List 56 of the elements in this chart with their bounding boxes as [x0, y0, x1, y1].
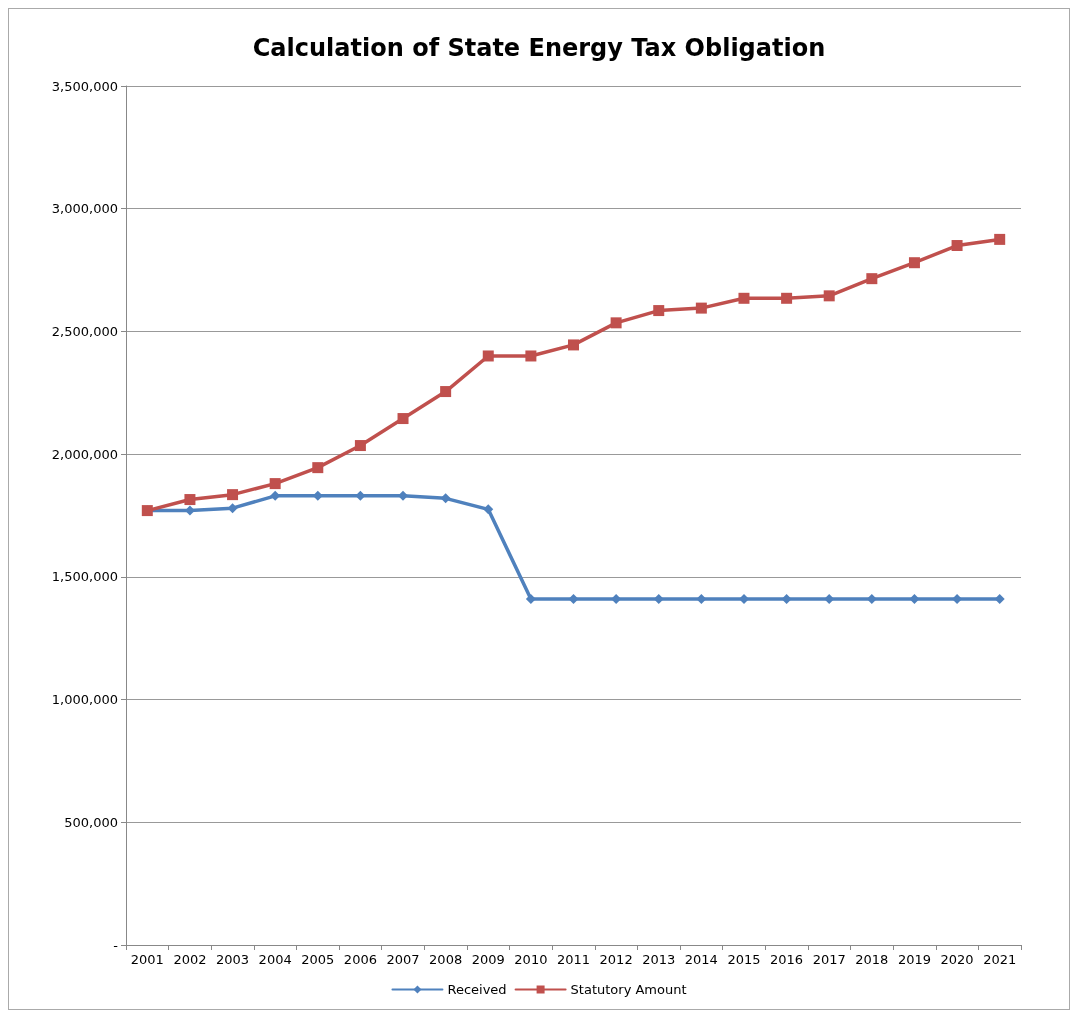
x-tick-label: 2009 [471, 952, 505, 967]
x-tick-label: 2004 [258, 952, 292, 967]
point [525, 593, 536, 604]
x-tick-label: 2016 [770, 952, 804, 967]
x-tick-label: 2019 [897, 952, 931, 967]
point [397, 413, 409, 425]
point [440, 493, 451, 504]
x-tick-label: 2017 [812, 952, 846, 967]
x-tick-label: 2018 [855, 952, 889, 967]
x-tick-label: 2013 [642, 952, 676, 967]
y-tick-label: 2,500,000 [51, 323, 118, 339]
y-tick-label: 1,000,000 [51, 692, 118, 708]
point [227, 489, 239, 501]
point [610, 317, 622, 329]
x-tick-label: 2012 [599, 952, 633, 967]
x-tick-label: 2014 [684, 952, 718, 967]
y-tick-label: 2,000,000 [51, 446, 118, 462]
y-tick-label: 1,500,000 [51, 569, 118, 585]
point [951, 240, 963, 252]
point [269, 478, 281, 490]
point [866, 273, 878, 285]
point [823, 290, 835, 302]
y-tick-label: 3,000,000 [51, 201, 118, 217]
point [994, 233, 1006, 245]
x-tick-label: 2002 [173, 952, 207, 967]
x-tick-label: 2003 [216, 952, 250, 967]
point [483, 504, 494, 515]
point [568, 593, 579, 604]
x-tick-label: 2006 [343, 952, 377, 967]
y-tick-label: 500,000 [64, 814, 118, 830]
legend-label: Statutory Amount [570, 982, 687, 997]
legend-label: Received [447, 982, 507, 997]
point [184, 494, 196, 506]
y-tick-label: - [113, 937, 119, 953]
point [568, 339, 579, 351]
x-tick-label: 2011 [556, 952, 591, 967]
x-tick-label: 2008 [429, 952, 463, 967]
point [440, 386, 452, 398]
x-tick-label: 2010 [514, 952, 548, 967]
point [653, 305, 665, 317]
point [525, 350, 537, 362]
x-tick-label: 2021 [983, 952, 1017, 967]
x-tick-label: 2020 [940, 952, 974, 967]
y-tick-label: 3,500,000 [51, 78, 118, 94]
point [781, 292, 793, 304]
point [695, 302, 707, 314]
x-tick-label: 2005 [301, 952, 335, 967]
x-tick-label: 2015 [727, 952, 761, 967]
point [908, 257, 920, 269]
point [482, 350, 494, 362]
point [738, 292, 750, 304]
point [312, 462, 324, 474]
x-tick-label: 2001 [130, 952, 164, 967]
point [354, 440, 366, 452]
x-tick-label: 2007 [386, 952, 420, 967]
chart-title: Calculation of State Energy Tax Obligation [252, 34, 826, 62]
